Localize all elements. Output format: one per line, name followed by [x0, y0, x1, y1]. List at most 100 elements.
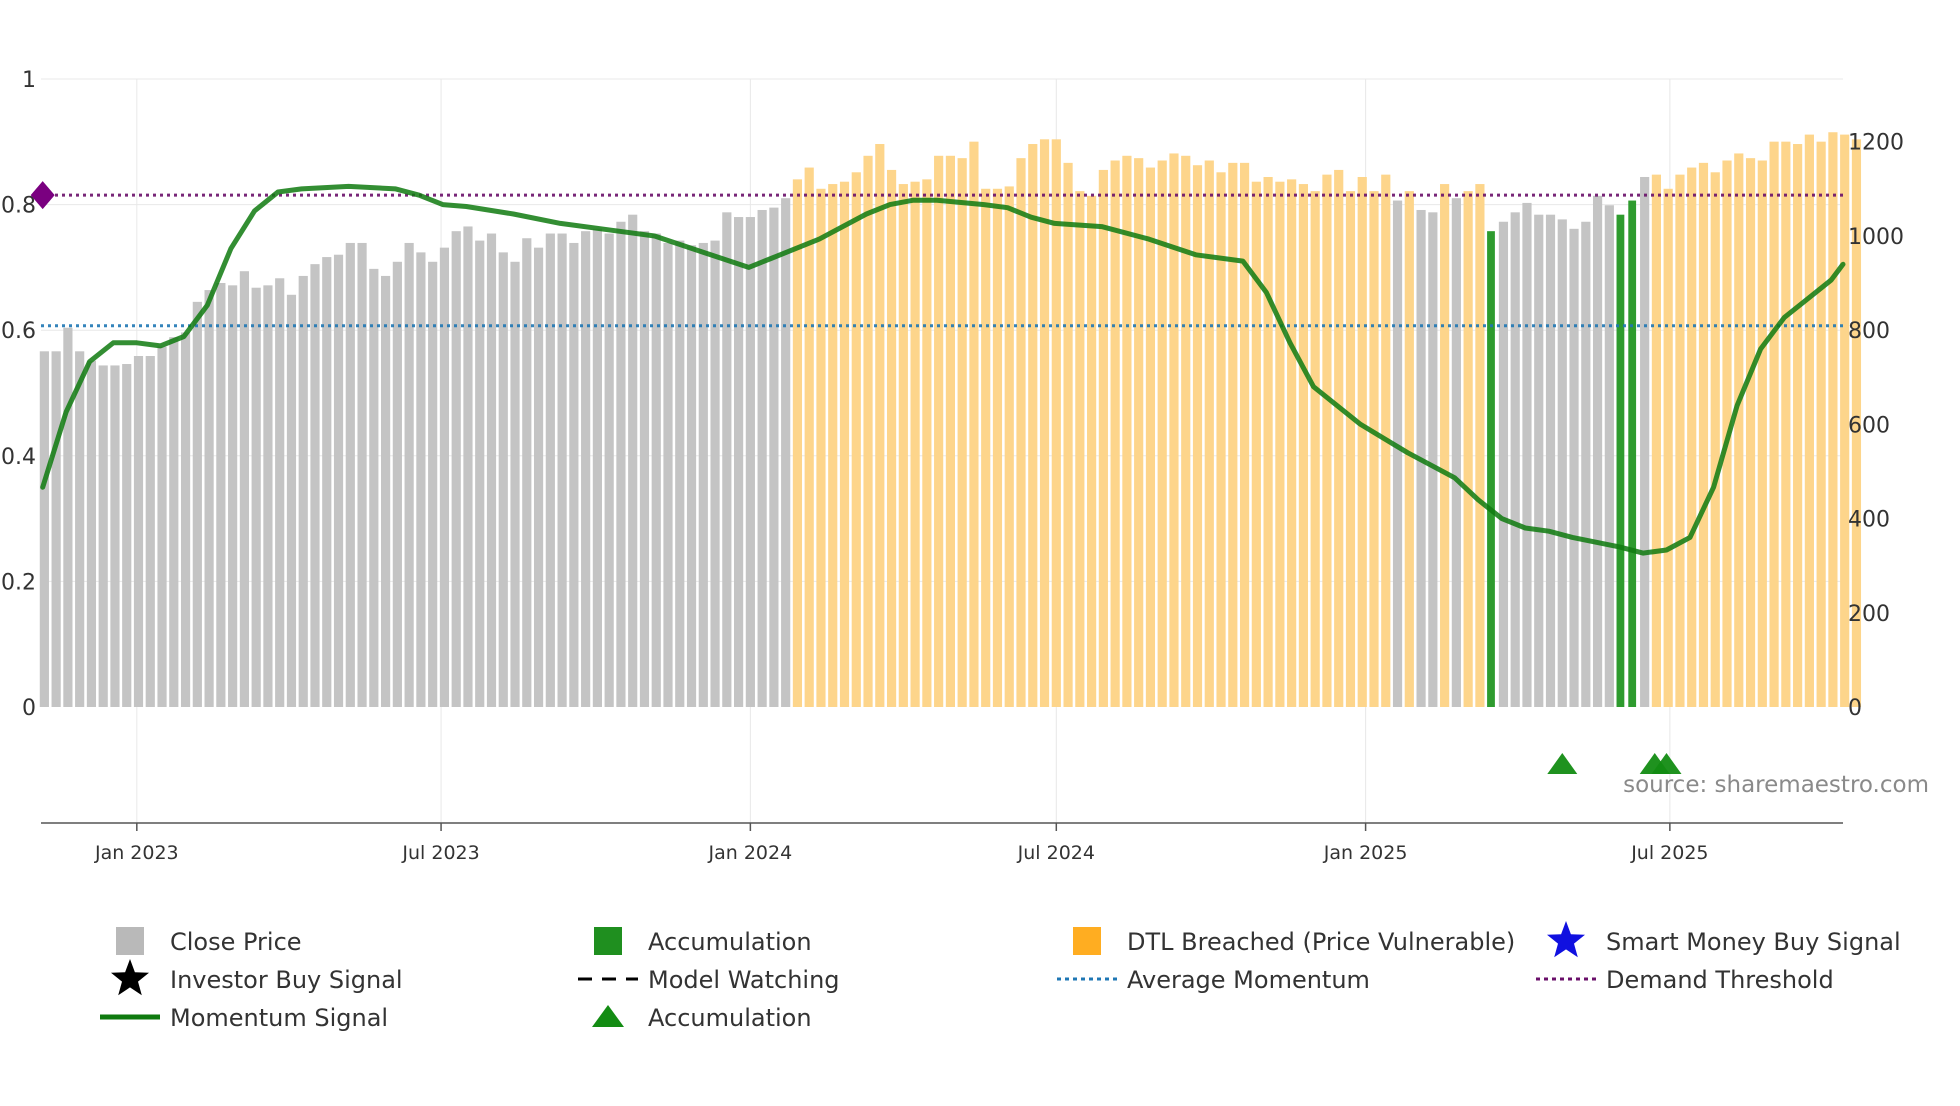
dtl-bar — [1169, 153, 1179, 707]
close-price-bar — [1640, 176, 1650, 707]
dtl-bar — [1287, 179, 1297, 707]
demand-threshold-diamond — [30, 181, 55, 210]
close-price-bar — [381, 275, 391, 707]
dtl-bar — [1239, 162, 1250, 708]
close-price-bar — [451, 231, 461, 708]
close-price-bar — [1592, 195, 1603, 707]
legend-item: Average Momentum — [1057, 966, 1370, 994]
dtl-bar — [851, 172, 861, 708]
close-price-bar — [369, 268, 379, 707]
dtl-bar — [839, 181, 850, 707]
accumulation-bar — [1487, 231, 1495, 708]
dtl-bar — [1028, 144, 1038, 707]
close-price-bar — [1545, 214, 1556, 707]
dtl-bar — [1216, 172, 1226, 708]
close-price-bar — [463, 226, 473, 707]
dtl-bar — [981, 188, 991, 707]
legend: Close Price Accumulation DTL Breached (Pri… — [100, 921, 1901, 1032]
dtl-bar — [1357, 176, 1367, 707]
dtl-bar — [875, 144, 885, 707]
close-price-bar — [286, 294, 297, 707]
legend-label: DTL Breached (Price Vulnerable) — [1127, 928, 1515, 956]
investor-star-icon — [111, 959, 149, 996]
bars-layer — [39, 132, 1862, 708]
close-price-bar — [169, 337, 179, 707]
close-price-bar — [569, 242, 579, 708]
close-price-bar — [263, 285, 273, 707]
close-price-bar — [416, 252, 426, 707]
right-axis-tick-label: 1200 — [1848, 131, 1904, 156]
close-price-bar — [75, 351, 85, 707]
dtl-bar — [1463, 191, 1473, 707]
legend-item: Accumulation — [594, 927, 812, 956]
close-price-bar — [345, 242, 355, 708]
dtl-bar — [1793, 144, 1803, 707]
dtl-bar — [1051, 139, 1061, 707]
right-axis-tick-label: 200 — [1848, 602, 1890, 627]
dtl-bar — [1157, 160, 1167, 708]
close-price-bar — [557, 233, 567, 708]
close-price-bar — [639, 231, 650, 708]
axes: 0 0.2 0.4 0.6 0.8 1 0 200 400 600 800 1000 1200 Jan 2… — [1, 68, 1904, 864]
x-axis-tick-label: Jul 2023 — [401, 842, 479, 864]
dtl-bar — [1063, 162, 1073, 708]
close-price-bar — [310, 264, 320, 707]
close-price-bar — [404, 242, 414, 708]
close-price-bar — [192, 301, 202, 707]
close-price-bar — [592, 228, 602, 707]
close-price-bar — [757, 209, 767, 707]
close-price-bar — [157, 346, 167, 707]
close-price-bar — [545, 233, 555, 708]
close-price-bar — [1451, 198, 1461, 707]
close-price-bar — [628, 214, 638, 707]
legend-label: Model Watching — [648, 966, 840, 994]
dtl-bar — [934, 155, 944, 708]
close-price-bar — [357, 242, 367, 708]
close-price-bar — [392, 261, 402, 707]
dtl-bar — [1663, 188, 1673, 707]
dtl-bar — [1204, 160, 1214, 708]
dtl-bar — [1369, 191, 1379, 707]
dtl-bar — [1016, 158, 1026, 708]
smart-money-star-icon — [1547, 921, 1585, 958]
close-price-bar — [663, 242, 673, 708]
close-price-swatch — [116, 927, 144, 955]
legend-item: Close Price — [116, 927, 302, 956]
dtl-bar — [1851, 139, 1862, 707]
close-price-bar — [228, 285, 238, 707]
accumulation-triangle — [1547, 753, 1578, 774]
dtl-bar — [1039, 139, 1050, 707]
accumulation-triangle — [1651, 753, 1682, 774]
dtl-bar — [1828, 132, 1838, 707]
dtl-bar — [1475, 184, 1485, 707]
close-price-bar — [1581, 221, 1591, 707]
dtl-bar — [1263, 176, 1273, 707]
dtl-bar — [1757, 160, 1767, 708]
right-axis-tick-label: 400 — [1848, 508, 1890, 533]
left-axis-tick-label: 1 — [22, 68, 36, 93]
x-axis-tick-label: Jul 2024 — [1017, 842, 1095, 864]
dtl-bar — [1769, 141, 1779, 707]
dtl-bar — [1816, 141, 1826, 707]
dtl-bar — [804, 167, 814, 708]
close-price-bar — [510, 261, 520, 707]
momentum-signal-line — [40, 183, 1846, 556]
close-price-bar — [180, 332, 191, 707]
dtl-bar — [1251, 181, 1261, 707]
close-price-bar — [769, 207, 779, 707]
close-price-bar — [781, 198, 791, 707]
close-price-bar — [1498, 221, 1509, 707]
dtl-bar — [1145, 167, 1156, 708]
close-price-bar — [745, 217, 755, 707]
legend-label: Average Momentum — [1127, 966, 1370, 994]
dtl-bar — [1804, 134, 1814, 707]
dtl-bar — [1322, 174, 1332, 707]
x-axis-tick-label: Jan 2024 — [708, 842, 793, 864]
close-price-bar — [63, 327, 73, 707]
close-price-bar — [39, 351, 49, 707]
close-price-bar — [616, 221, 626, 707]
right-axis-tick-label: 0 — [1848, 696, 1862, 721]
close-price-bar — [710, 240, 720, 708]
dtl-bar — [1345, 191, 1356, 707]
legend-item: Accumulation — [592, 1004, 812, 1032]
